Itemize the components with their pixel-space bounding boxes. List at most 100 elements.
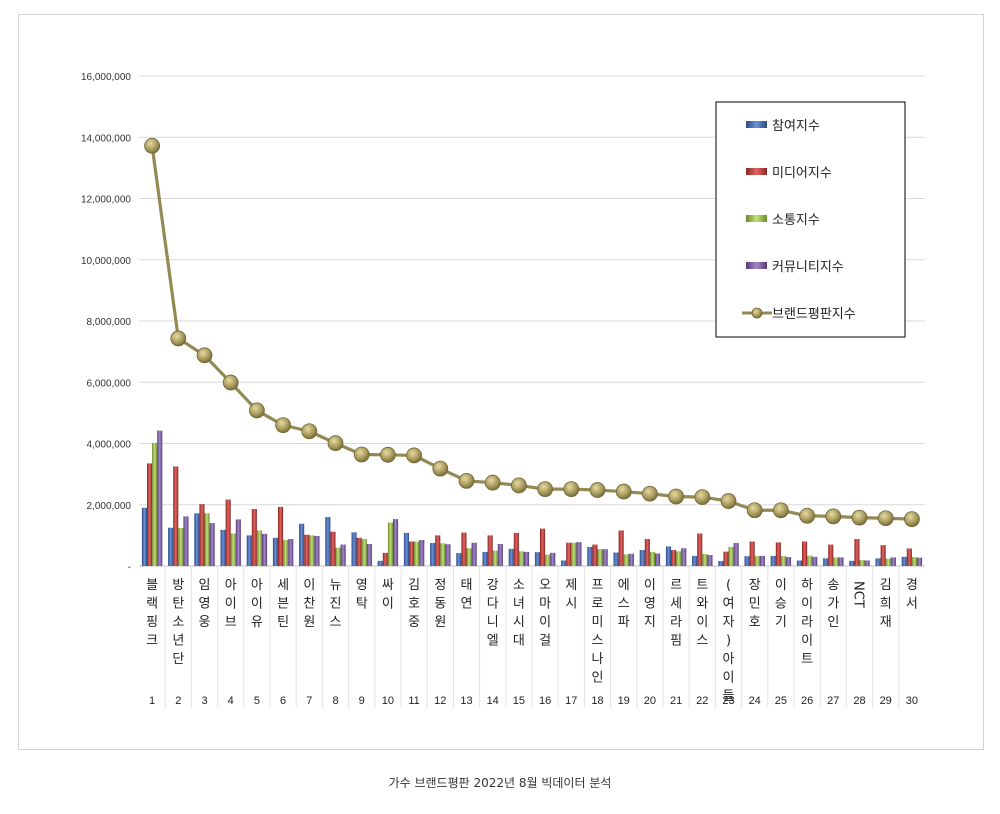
bar-커뮤니티지수-14 xyxy=(497,543,503,566)
bar-미디어지수-6 xyxy=(278,506,284,566)
bar-미디어지수-19 xyxy=(618,530,624,566)
bar-커뮤니티지수-26 xyxy=(812,556,818,566)
brand-index-point-24 xyxy=(746,502,763,519)
bar-소통지수-27 xyxy=(833,557,839,566)
rank-label-17: 17 xyxy=(565,695,577,707)
bar-소통지수-28 xyxy=(859,560,865,566)
bar-참여지수-10 xyxy=(377,560,383,566)
rank-label-13: 13 xyxy=(460,695,472,707)
bar-소통지수-16 xyxy=(545,554,551,566)
bar-커뮤니티지수-2 xyxy=(183,516,189,566)
bar-미디어지수-27 xyxy=(828,544,834,566)
category-label-28: NCT xyxy=(851,581,866,608)
bar-미디어지수-26 xyxy=(802,541,808,566)
bar-소통지수-5 xyxy=(256,530,262,566)
bar-커뮤니티지수-22 xyxy=(707,554,713,566)
x-axis: 블 랙 핑 크 1 방 탄 소 년 단 2 임 영 웅 3 아 이 브 4 아 이 유 5 세 븐 틴 6 이 찬 원 7 뉴 진 스 8 영 탁 9 싸 이… xyxy=(146,578,918,707)
bar-미디어지수-5 xyxy=(251,509,257,566)
bar-커뮤니티지수-7 xyxy=(314,535,320,566)
rank-label-18: 18 xyxy=(591,695,603,707)
bar-참여지수-15 xyxy=(508,548,514,566)
bar-소통지수-29 xyxy=(885,558,891,566)
rank-label-15: 15 xyxy=(513,695,525,707)
bar-참여지수-25 xyxy=(770,555,776,566)
brand-index-point-15 xyxy=(510,477,527,494)
y-tick-label: 10,000,000 xyxy=(81,256,131,267)
bar-커뮤니티지수-8 xyxy=(340,544,346,566)
bar-미디어지수-25 xyxy=(775,542,781,566)
y-tick-label: 2,000,000 xyxy=(87,501,132,512)
rank-label-5: 5 xyxy=(254,695,260,707)
bar-소통지수-15 xyxy=(518,551,524,566)
bar-커뮤니티지수-30 xyxy=(917,557,923,566)
bar-참여지수-27 xyxy=(823,558,829,566)
bar-소통지수-4 xyxy=(230,533,236,566)
brand-index-point-28 xyxy=(851,509,868,526)
rank-label-9: 9 xyxy=(359,695,365,707)
bar-참여지수-6 xyxy=(272,537,278,566)
bar-소통지수-10 xyxy=(387,522,393,566)
bar-커뮤니티지수-16 xyxy=(550,552,556,566)
bar-커뮤니티지수-20 xyxy=(655,553,661,566)
bar-커뮤니티지수-13 xyxy=(471,542,477,566)
bar-소통지수-13 xyxy=(466,548,472,566)
bar-커뮤니티지수-3 xyxy=(209,523,215,566)
bar-소통지수-25 xyxy=(780,556,786,566)
rank-label-29: 29 xyxy=(880,695,892,707)
bar-참여지수-19 xyxy=(613,552,619,566)
bar-참여지수-16 xyxy=(534,552,540,566)
chart-frame: - 2,000,000 4,000,000 6,000,000 8,000,000 10,… xyxy=(18,14,984,750)
rank-label-7: 7 xyxy=(306,695,312,707)
bar-소통지수-20 xyxy=(649,551,655,566)
legend-label-3: 소통지수 xyxy=(772,213,820,228)
brand-index-point-3 xyxy=(196,347,213,364)
bar-참여지수-7 xyxy=(299,523,305,566)
bar-소통지수-8 xyxy=(335,547,341,566)
bar-소통지수-22 xyxy=(702,554,708,566)
rank-label-22: 22 xyxy=(696,695,708,707)
bar-소통지수-1 xyxy=(152,442,158,566)
bar-커뮤니티지수-17 xyxy=(576,542,582,566)
bar-커뮤니티지수-10 xyxy=(393,519,399,566)
rank-label-27: 27 xyxy=(827,695,839,707)
legend-label-1: 참여지수 xyxy=(772,119,820,134)
rank-label-26: 26 xyxy=(801,695,813,707)
bar-커뮤니티지수-11 xyxy=(419,539,425,566)
bar-미디어지수-30 xyxy=(906,548,912,566)
bar-참여지수-22 xyxy=(692,555,698,566)
brand-index-point-22 xyxy=(694,489,711,505)
rank-label-20: 20 xyxy=(644,695,656,707)
legend-swatch-3 xyxy=(746,215,767,222)
brand-reputation-chart: - 2,000,000 4,000,000 6,000,000 8,000,000 10,… xyxy=(81,72,925,708)
bar-커뮤니티지수-27 xyxy=(838,557,844,566)
y-tick-label: 12,000,000 xyxy=(81,195,131,206)
bar-소통지수-9 xyxy=(361,539,367,566)
bar-미디어지수-15 xyxy=(513,532,519,566)
bar-소통지수-7 xyxy=(309,535,315,566)
rank-label-28: 28 xyxy=(853,695,865,707)
bar-소통지수-24 xyxy=(754,555,760,566)
y-axis: - 2,000,000 4,000,000 6,000,000 8,000,000 10,… xyxy=(81,72,131,573)
legend-marker xyxy=(751,307,763,319)
bar-소통지수-30 xyxy=(911,557,917,566)
bar-참여지수-13 xyxy=(456,553,462,566)
bar-참여지수-20 xyxy=(639,550,645,566)
rank-label-14: 14 xyxy=(487,695,499,707)
brand-index-point-25 xyxy=(773,502,789,519)
bar-커뮤니티지수-12 xyxy=(445,544,451,566)
bar-참여지수-11 xyxy=(403,532,409,566)
legend-label-5: 브랜드평판지수 xyxy=(772,307,856,322)
bar-커뮤니티지수-6 xyxy=(288,539,294,566)
gridlines xyxy=(139,75,925,708)
bars xyxy=(141,430,923,566)
